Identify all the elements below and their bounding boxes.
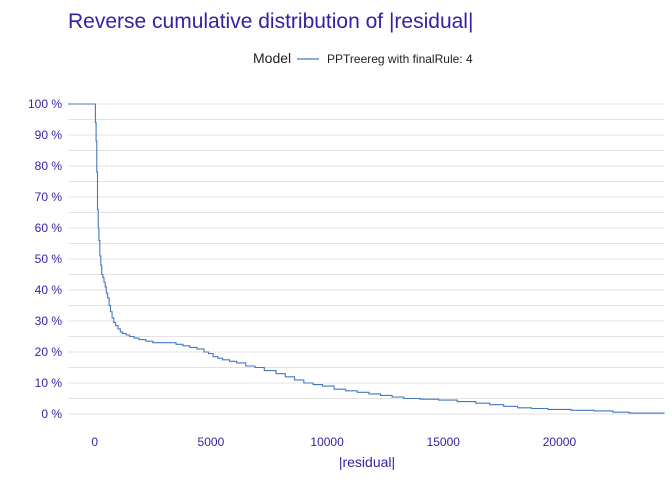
y-tick-label: 40 % <box>35 283 63 297</box>
legend-entry-label: PPTreereg with finalRule: 4 <box>327 52 473 66</box>
y-tick-label: 90 % <box>35 128 63 142</box>
y-tick-label: 10 % <box>35 376 63 390</box>
x-tick-label: 20000 <box>543 435 577 449</box>
x-tick-label: 10000 <box>310 435 344 449</box>
y-tick-label: 50 % <box>35 252 63 266</box>
x-tick-label: 0 <box>91 435 98 449</box>
y-tick-label: 0 % <box>41 407 62 421</box>
series-line <box>68 103 665 414</box>
x-tick-label: 5000 <box>198 435 225 449</box>
y-tick-label: 20 % <box>35 345 63 359</box>
y-tick-label: 100 % <box>28 97 62 111</box>
gridlines <box>68 103 664 415</box>
y-axis: 0 % 10 % 20 % 30 % 40 % 50 % 60 % 70 % 80 % 90 % 1… <box>28 97 62 421</box>
y-tick-label: 30 % <box>35 314 63 328</box>
y-tick-label: 60 % <box>35 221 63 235</box>
legend: Model PPTreereg with finalRule: 4 <box>253 50 473 66</box>
legend-title: Model <box>253 50 291 66</box>
x-axis-title: |residual| <box>339 454 395 470</box>
series-layer <box>68 103 665 414</box>
y-tick-label: 70 % <box>35 190 63 204</box>
y-tick-label: 80 % <box>35 159 63 173</box>
chart-title: Reverse cumulative distribution of |resi… <box>68 10 473 33</box>
x-tick-label: 15000 <box>427 435 461 449</box>
x-axis: 0 5000 10000 15000 20000 <box>91 435 576 449</box>
